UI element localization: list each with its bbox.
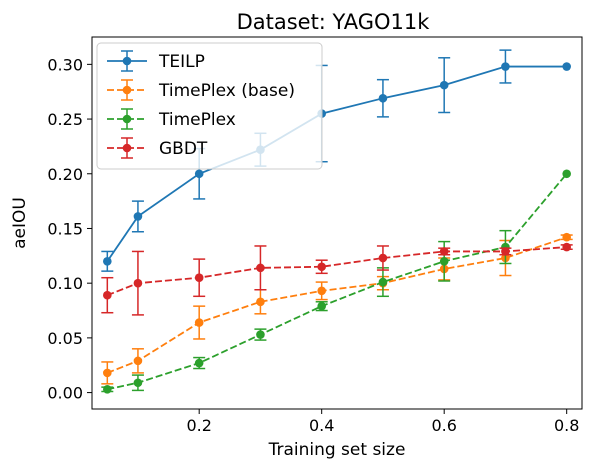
- data-point: [562, 232, 571, 242]
- legend-item: TEILP: [107, 50, 205, 72]
- data-point: [103, 256, 112, 266]
- axes-layer: 0.2 0.4 0.6 0.8 0.00 0.05 0.10 0.15 0.20 0.25 0.30: [47, 55, 579, 435]
- series-gbdt: [101, 242, 573, 316]
- x-axis-label: Training set size: [268, 440, 406, 460]
- legend-box: [96, 42, 323, 170]
- data-point: [317, 262, 326, 272]
- legend-label: GBDT: [159, 139, 208, 159]
- data-point: [378, 253, 388, 263]
- data-point: [378, 277, 388, 287]
- chart-title: Dataset: YAGO11k: [237, 10, 431, 34]
- data-point: [317, 301, 326, 311]
- data-point: [439, 256, 449, 266]
- data-point: [194, 169, 204, 179]
- data-point: [317, 286, 326, 296]
- y-tick-label: 0.15: [47, 219, 83, 238]
- data-point: [256, 263, 265, 273]
- data-point: [133, 278, 143, 288]
- x-tick-label: 0.2: [186, 416, 211, 435]
- legend-label: TimePlex: [158, 110, 236, 130]
- data-point: [501, 247, 510, 256]
- legend-swatch-marker: [122, 85, 132, 95]
- data-point: [194, 318, 204, 327]
- legend-label: TEILP: [158, 52, 205, 72]
- data-point: [103, 290, 112, 300]
- y-tick-label: 0.20: [47, 165, 83, 184]
- data-point: [133, 356, 143, 366]
- data-point: [256, 330, 265, 339]
- data-point: [103, 368, 112, 378]
- data-point: [194, 273, 204, 283]
- y-tick-label: 0.30: [47, 55, 83, 74]
- data-point: [562, 62, 571, 71]
- data-point: [562, 242, 571, 252]
- plot-frame: [91, 36, 583, 410]
- y-tick-label: 0.25: [47, 110, 83, 129]
- data-point: [133, 378, 143, 388]
- data-point: [501, 62, 510, 71]
- legend-label: TimePlex (base): [158, 81, 295, 101]
- data-point: [256, 297, 265, 307]
- data-point: [194, 358, 204, 368]
- data-point: [133, 212, 143, 221]
- data-point: [378, 93, 388, 103]
- legend: TEILP TimePlex (base) TimePlex GBDT: [96, 42, 323, 170]
- data-point: [439, 80, 449, 90]
- y-axis-label: aeIOU: [10, 197, 30, 249]
- series-line: [106, 246, 567, 297]
- y-tick-label: 0.00: [47, 384, 83, 403]
- data-point: [562, 169, 571, 179]
- x-tick-label: 0.4: [309, 416, 334, 435]
- legend-item: GBDT: [107, 137, 208, 159]
- legend-item: TimePlex: [107, 108, 236, 130]
- legend-swatch-marker: [122, 56, 132, 66]
- data-point: [103, 385, 112, 394]
- y-tick-label: 0.05: [47, 329, 83, 348]
- data-point: [439, 247, 449, 256]
- legend-swatch-marker: [122, 143, 132, 153]
- legend-item: TimePlex (base): [107, 79, 295, 101]
- legend-swatch-marker: [122, 114, 132, 124]
- y-tick-label: 0.10: [47, 274, 83, 293]
- x-tick-label: 0.6: [431, 416, 456, 435]
- x-tick-label: 0.8: [554, 416, 579, 435]
